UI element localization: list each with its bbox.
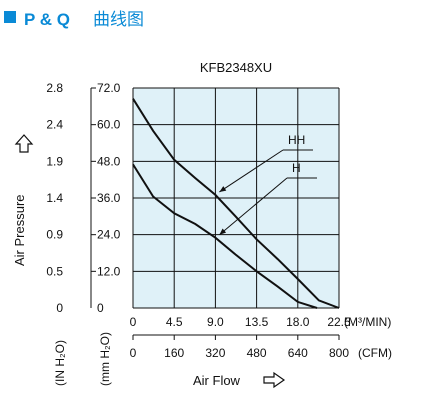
y-tick-in: 1.9 bbox=[46, 154, 63, 168]
leader-hh-diag bbox=[219, 149, 284, 193]
leader-h-arrowhead-icon bbox=[219, 228, 227, 235]
curve-hh bbox=[132, 98, 340, 309]
x-tick-m3: 0 bbox=[130, 315, 137, 329]
y-ticks-mm-h2o: 0 12.0 24.0 36.0 48.0 60.0 72.0 bbox=[91, 81, 121, 315]
x-tick-cfm: 320 bbox=[205, 346, 225, 360]
y-tick-mm: 36.0 bbox=[97, 191, 121, 205]
leader-h-diag bbox=[219, 177, 288, 236]
y-tick-in: 2.4 bbox=[46, 118, 63, 132]
x-tick-m3: 4.5 bbox=[166, 315, 183, 329]
y-tick-in: 1.4 bbox=[46, 191, 63, 205]
y-tick-mm: 24.0 bbox=[97, 228, 121, 242]
legend-h: H bbox=[292, 161, 301, 175]
x-tick-cfm: 640 bbox=[288, 346, 308, 360]
label-hh: HH bbox=[288, 133, 305, 147]
y-axis-label: Air Pressure bbox=[12, 194, 27, 266]
x-tick-cfm: 160 bbox=[164, 346, 184, 360]
y-tick-mm: 60.0 bbox=[97, 118, 121, 132]
page-title-cjk: 曲线图 bbox=[93, 10, 144, 30]
y-tick-mm: 0 bbox=[97, 301, 104, 315]
x-tick-cfm: 800 bbox=[329, 346, 349, 360]
y-tick-in: 0.9 bbox=[46, 228, 63, 242]
curve-h bbox=[132, 163, 318, 309]
x-tick-m3: 22.5 bbox=[327, 315, 351, 329]
x-unit-cfm: (CFM) bbox=[358, 346, 392, 360]
y-ticks-in-h2o: 0 0.5 0.9 1.4 1.9 2.4 2.8 bbox=[46, 81, 63, 315]
y-tick-mm: 72.0 bbox=[97, 81, 121, 95]
leader-h bbox=[219, 177, 317, 236]
arrow-right-icon bbox=[263, 371, 286, 389]
y-tick-in: 0.5 bbox=[46, 264, 63, 278]
leader-hh bbox=[219, 149, 313, 193]
y-tick-in: 2.8 bbox=[46, 81, 63, 95]
x-tick-m3: 9.0 bbox=[207, 315, 224, 329]
x-ticks-cfm: 0 160 320 480 640 800 bbox=[130, 335, 349, 360]
y-unit-mm-h2o: (mm H₂O) bbox=[98, 332, 112, 386]
chart-title: KFB2348XU bbox=[200, 60, 272, 75]
y-tick-mm: 12.0 bbox=[97, 264, 121, 278]
curves bbox=[132, 98, 340, 309]
x-tick-cfm: 480 bbox=[247, 346, 267, 360]
y-unit-in-h2o: (IN H₂O) bbox=[53, 340, 67, 386]
label-h: H bbox=[292, 161, 301, 175]
x-tick-m3: 18.0 bbox=[286, 315, 310, 329]
title-marker-icon bbox=[4, 11, 16, 23]
arrow-up-icon bbox=[14, 134, 34, 153]
page-title: P & Q bbox=[24, 10, 70, 29]
y-tick-mm: 48.0 bbox=[97, 154, 121, 168]
x-tick-cfm: 0 bbox=[130, 346, 137, 360]
x-unit-m3-min: (M³/MIN) bbox=[344, 315, 391, 329]
x-ticks-m3-min: 0 4.5 9.0 13.5 18.0 22.5 bbox=[130, 315, 351, 329]
y-axis-label-group: Air Pressure bbox=[12, 134, 34, 266]
legend-hh: HH bbox=[288, 133, 305, 147]
x-tick-m3: 13.5 bbox=[245, 315, 269, 329]
grid-horizontal bbox=[133, 87, 339, 309]
leader-hh-arrowhead-icon bbox=[219, 186, 227, 192]
y-tick-in: 0 bbox=[56, 301, 63, 315]
x-axis-label: Air Flow bbox=[193, 373, 241, 388]
